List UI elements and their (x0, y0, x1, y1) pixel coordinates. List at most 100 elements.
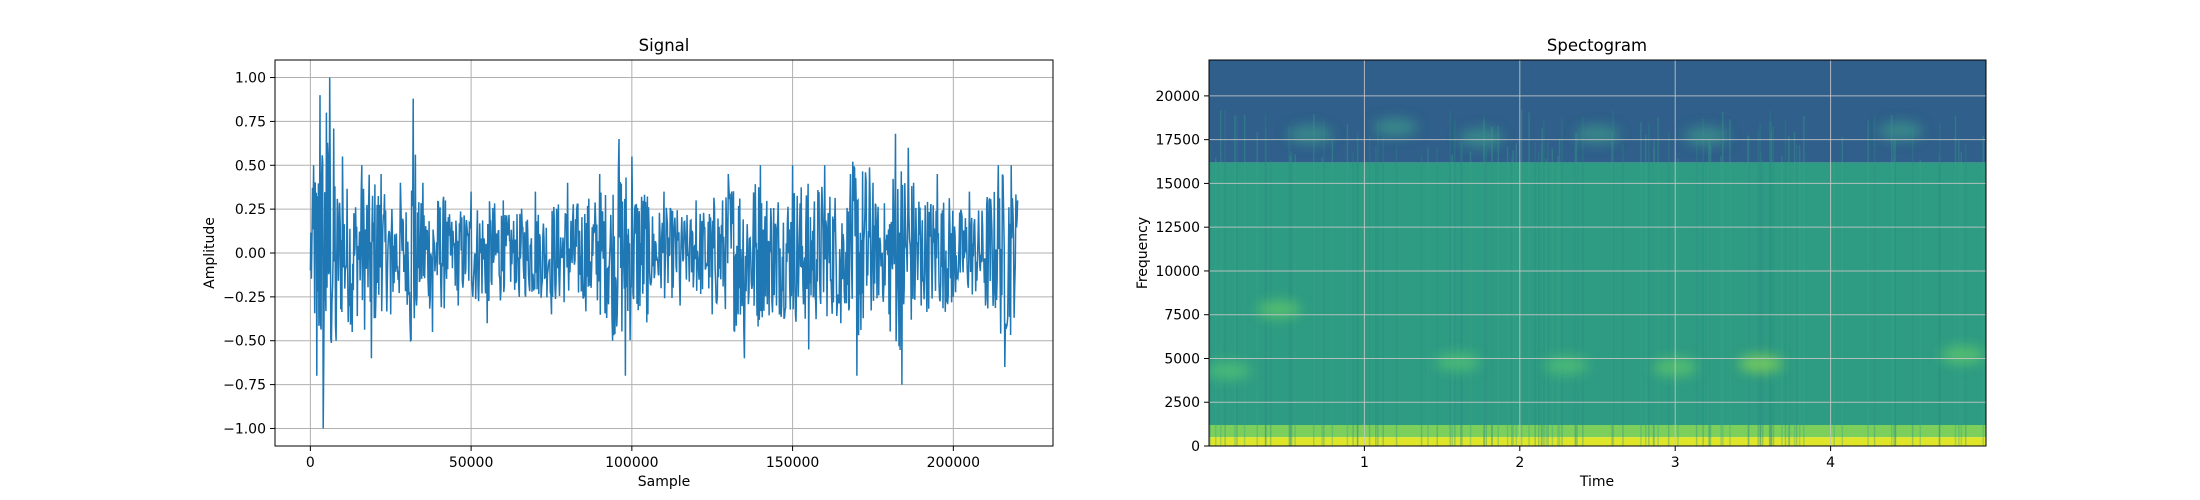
spectrogram-streak (1356, 133, 1359, 446)
spectrogram-streak (1506, 146, 1509, 446)
spectrogram-streak (1695, 139, 1698, 446)
spectrogram-blob (1458, 128, 1503, 147)
spectrogram-streak (1784, 120, 1787, 446)
spectrogram-streak (1395, 147, 1398, 446)
spectrogram-streak (1515, 143, 1518, 446)
spectrogram-streak (1759, 151, 1762, 446)
spectrogram-streak (1460, 141, 1462, 446)
spectrogram-panel: Spectogram 1 2 3 4 0 2500 5000 7500 10000 12500 1… (1135, 36, 1987, 490)
spectrogram-streak (1729, 119, 1731, 446)
spectrogram-streak (1622, 144, 1624, 446)
spectrogram-streak (1289, 151, 1292, 446)
spectrogram-streak (1289, 156, 1292, 446)
spectrogram-streak (1894, 140, 1897, 446)
spectrogram-x-tick-label: 3 (1671, 455, 1680, 471)
spectrogram-streak (1551, 148, 1554, 446)
spectrogram-y-tick-label: 7500 (1164, 308, 1200, 324)
spectrogram-streak (1667, 132, 1670, 446)
spectrogram-streak (1265, 128, 1267, 446)
spectrogram-streak (1436, 148, 1439, 446)
spectrogram-streak (1451, 155, 1453, 446)
signal-x-tick-label: 100000 (605, 455, 658, 471)
spectrogram-streak (1761, 160, 1764, 446)
spectrogram-streak (1219, 110, 1222, 446)
spectrogram-streak (1964, 143, 1967, 446)
spectrogram-streak (1382, 136, 1384, 446)
spectrogram-streak (1611, 132, 1613, 446)
spectrogram-streak (1561, 118, 1563, 446)
spectrogram-streak (1368, 136, 1371, 446)
spectrogram-blob (1575, 125, 1620, 144)
spectrogram-streak (1657, 117, 1659, 446)
spectrogram-streak (1770, 130, 1773, 446)
spectrogram-streak (1543, 120, 1545, 446)
spectrogram-streak (1768, 121, 1771, 446)
spectrogram-streak (1759, 122, 1761, 446)
spectrogram-streak (1770, 120, 1773, 446)
spectrogram-streak (1574, 146, 1576, 446)
spectrogram-blob (1544, 356, 1589, 375)
spectrogram-streak (1545, 159, 1548, 446)
spectrogram-blob (1256, 300, 1301, 319)
spectrogram-streak (1612, 110, 1614, 446)
spectrogram-streak (1346, 123, 1349, 446)
spectrogram-streak (1356, 136, 1359, 446)
spectrogram-y-tick-label: 15000 (1155, 176, 1200, 192)
spectrogram-blob (1738, 354, 1783, 373)
spectrogram-streak (1264, 114, 1267, 446)
signal-y-tick-label: 0.75 (235, 114, 266, 130)
spectrogram-streak (1803, 115, 1805, 446)
spectrogram-streak (1209, 142, 1211, 446)
spectrogram-streak (1576, 134, 1578, 446)
signal-y-tick-label: −0.75 (223, 378, 266, 394)
spectrogram-streak (1497, 126, 1499, 446)
spectrogram-streak (1331, 138, 1334, 446)
spectrogram-title: Spectogram (1547, 36, 1647, 55)
spectrogram-streak (1841, 137, 1844, 446)
spectrogram-streak (1781, 156, 1783, 446)
signal-x-tick-label: 50000 (449, 455, 494, 471)
signal-x-tick-label: 0 (306, 455, 315, 471)
spectrogram-streak (1677, 158, 1679, 446)
spectrogram-streak (1867, 120, 1869, 446)
spectrogram-streak (1512, 150, 1514, 446)
spectrogram-streak (1894, 138, 1896, 446)
spectrogram-band (1209, 60, 1986, 163)
spectrogram-streak (1640, 122, 1642, 446)
spectrogram-streak (1321, 157, 1323, 446)
spectrogram-streak (1954, 116, 1957, 446)
spectrogram-streak (1540, 144, 1543, 446)
spectrogram-streak (1547, 141, 1549, 446)
signal-x-tick-label: 200000 (927, 455, 980, 471)
spectrogram-y-tick-label: 17500 (1155, 133, 1200, 149)
spectrogram-streak (1720, 155, 1722, 446)
spectrogram-streak (1224, 110, 1226, 446)
signal-y-tick-label: 1.00 (235, 71, 266, 87)
spectrogram-streak (1708, 132, 1711, 446)
spectrogram-streak (1483, 115, 1485, 446)
spectrogram-y-tick-label: 12500 (1155, 220, 1200, 236)
signal-y-tick-label: −1.00 (223, 421, 266, 437)
spectrogram-streak (1788, 142, 1791, 446)
spectrogram-blob (1373, 118, 1418, 137)
signal-line (309, 77, 1019, 429)
spectrogram-blob (1684, 127, 1729, 146)
spectrogram-streak (1256, 132, 1258, 446)
spectrogram-x-tick-label: 2 (1515, 455, 1524, 471)
spectrogram-blob (1209, 361, 1252, 380)
spectrogram-streak (1938, 154, 1941, 446)
spectrogram-streak (1312, 114, 1315, 446)
spectrogram-streak (1491, 126, 1493, 446)
spectrogram-streak (1757, 131, 1759, 446)
spectrogram-y-tick-label: 2500 (1164, 395, 1200, 411)
signal-y-tick-label: −0.50 (223, 334, 266, 350)
spectrogram-x-tick-label: 1 (1360, 455, 1369, 471)
spectrogram-streak (1833, 161, 1835, 446)
spectrogram-streak (1483, 120, 1485, 446)
spectrogram-bands (1209, 60, 1986, 446)
spectrogram-streak (1537, 152, 1540, 446)
spectrogram-streak (1787, 136, 1790, 446)
spectrogram-streak (1557, 156, 1559, 446)
spectrogram-streak (1420, 154, 1423, 446)
